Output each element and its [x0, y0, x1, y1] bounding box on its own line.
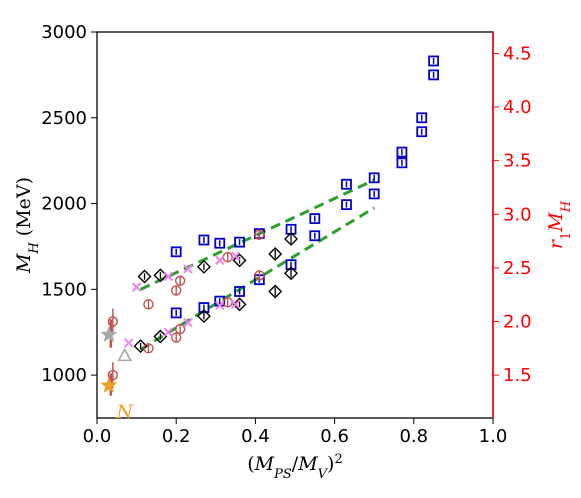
y-right-tick-label: 3.5 — [503, 151, 532, 172]
black-diamond-point — [232, 297, 247, 312]
black-diamond-point — [268, 246, 283, 261]
data-marks — [100, 55, 440, 396]
black-diamond-point — [153, 329, 168, 344]
fit-lines — [139, 178, 375, 351]
x-tick-label: 0.4 — [241, 426, 270, 447]
blue-square-point — [416, 112, 428, 124]
y-left-axis-label: MH (MeV) — [13, 177, 42, 274]
y-left-tick-label: 3000 — [41, 22, 87, 43]
black-diamond-point — [196, 309, 211, 324]
blue-square-point — [341, 178, 352, 190]
x-tick-label: 0.6 — [320, 426, 349, 447]
blue-square-point — [341, 199, 352, 211]
red-circle-point — [107, 369, 119, 381]
y-left-tick-label: 2500 — [41, 108, 87, 129]
blue-square-point — [198, 302, 210, 313]
labels: (MPS/MV)2 MH (MeV) r1MH N — [13, 177, 574, 482]
violet-cross-point — [230, 251, 241, 261]
blue-square-point — [368, 188, 380, 200]
y-right-tick-label: 4.5 — [503, 43, 532, 64]
blue-square-point — [396, 146, 408, 158]
black-diamond-point — [137, 269, 152, 284]
blue-square-point — [396, 157, 408, 169]
blue-square-point — [428, 55, 440, 67]
red-circle-point — [143, 343, 154, 354]
y-right-tick-label: 1.5 — [503, 365, 532, 386]
blue-square-point — [198, 234, 210, 246]
x-tick-label: 1.0 — [479, 426, 508, 447]
red-circle-point — [174, 275, 186, 286]
red-circle-point — [170, 332, 182, 343]
x-tick-label: 0.2 — [162, 426, 191, 447]
y-right-tick-label: 3.0 — [503, 204, 532, 225]
x-tick-label: 0.0 — [83, 426, 112, 447]
ticks: 0.0 0.2 0.4 0.6 0.8 1.0 1000 1500 2000 2500 3000 1.… — [41, 22, 531, 447]
x-tick-label: 0.8 — [399, 426, 428, 447]
fit-line — [139, 178, 375, 291]
black-diamond-point — [133, 339, 148, 354]
blue-square-point — [309, 213, 321, 224]
blue-square-point — [234, 286, 245, 297]
y-left-tick-label: 2000 — [41, 194, 87, 215]
black-diamond-point — [268, 284, 283, 299]
red-circle-point — [254, 229, 265, 240]
red-circle-point — [107, 316, 119, 327]
y-right-tick-label: 4.0 — [503, 97, 532, 118]
violet-cross-point — [131, 282, 142, 292]
blue-square-point — [416, 126, 428, 138]
x-axis-label: (MPS/MV)2 — [247, 452, 343, 482]
red-circle-point — [143, 299, 154, 310]
blue-square-point — [170, 307, 182, 319]
y-left-tick-label: 1000 — [41, 365, 87, 386]
violet-cross-point — [230, 299, 241, 310]
violet-cross-point — [163, 271, 173, 282]
red-circle-point — [174, 323, 186, 335]
red-circle-point — [170, 285, 182, 296]
y-left-tick-label: 1500 — [41, 279, 87, 300]
violet-cross-point — [215, 300, 225, 311]
blue-square-point — [309, 230, 321, 242]
blue-square-point — [368, 172, 380, 184]
y-right-tick-label: 2.0 — [503, 312, 532, 333]
violet-cross-point — [163, 327, 173, 337]
black-diamond-point — [284, 231, 299, 246]
violet-cross-point — [123, 338, 134, 348]
y-right-axis-label: r1MH — [545, 200, 574, 249]
violet-cross-point — [183, 264, 193, 274]
fit-line — [139, 206, 375, 351]
violet-cross-point — [215, 255, 225, 266]
grey-star-point — [100, 325, 118, 343]
grey-triangle-point — [117, 347, 133, 362]
annotation-label: N — [115, 401, 134, 423]
blue-square-point — [428, 69, 440, 81]
black-diamond-point — [232, 253, 247, 268]
blue-square-point — [170, 246, 182, 258]
violet-cross-point — [183, 317, 193, 328]
orange-star-point — [100, 376, 118, 393]
red-circle-point — [254, 270, 265, 281]
black-diamond-point — [196, 259, 211, 274]
y-right-tick-label: 2.5 — [503, 258, 532, 279]
blue-square-point — [234, 236, 245, 248]
blue-square-point — [214, 237, 226, 249]
black-diamond-point — [284, 266, 299, 281]
